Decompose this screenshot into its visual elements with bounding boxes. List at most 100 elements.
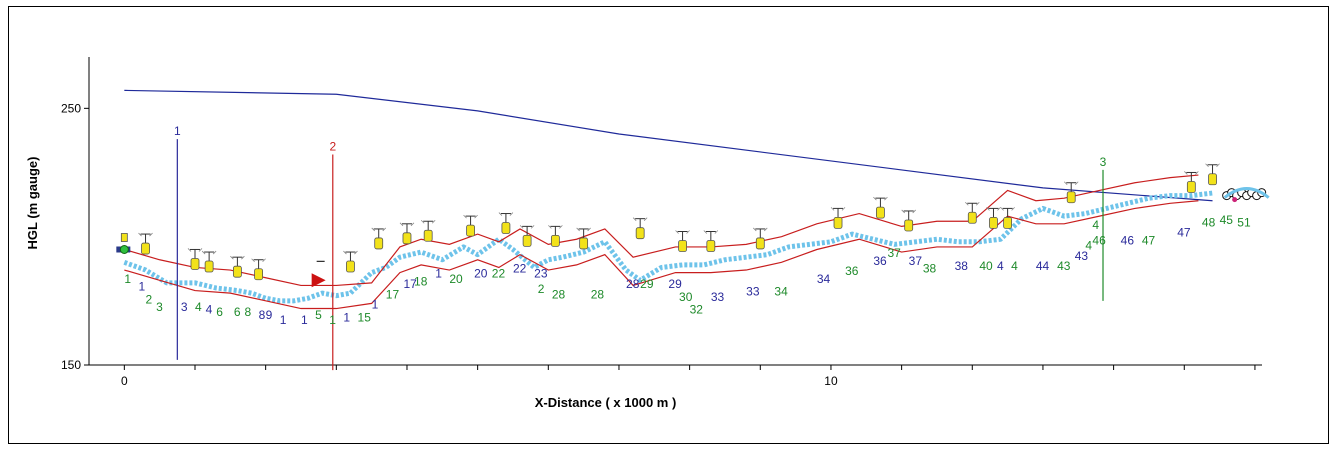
valve-spark-right bbox=[764, 227, 768, 232]
marker-label-2: 2 bbox=[329, 140, 336, 154]
valve-spark-left bbox=[399, 222, 404, 227]
axis-ticks: 0 10 150 250 bbox=[61, 101, 1256, 388]
valve-spark-right bbox=[410, 222, 415, 227]
valve-spark-right bbox=[530, 225, 535, 229]
node-label: 1 bbox=[372, 298, 379, 312]
valve-icon bbox=[371, 227, 386, 250]
node-label: 37 bbox=[887, 246, 901, 260]
valve-spark-right bbox=[212, 250, 217, 255]
valve-spark-right bbox=[431, 219, 436, 224]
node-label: 17 bbox=[403, 277, 417, 291]
node-label: 1 bbox=[124, 272, 131, 286]
valve-icon bbox=[873, 196, 888, 219]
node-label: 22 bbox=[513, 262, 527, 276]
valve-icon bbox=[632, 217, 648, 240]
marker-label-1: 1 bbox=[174, 124, 181, 138]
valve-spark-left bbox=[420, 219, 425, 224]
valve-body bbox=[678, 240, 687, 252]
valve-spark-right bbox=[1074, 181, 1079, 186]
valve-spark-right bbox=[474, 214, 478, 219]
valve-spark-left bbox=[519, 225, 524, 229]
node-label: 4 bbox=[1092, 218, 1099, 232]
valve-spark-left bbox=[251, 258, 255, 263]
node-label: 1 bbox=[343, 310, 350, 324]
node-label: 3 bbox=[156, 300, 163, 314]
valve-spark-right bbox=[841, 207, 846, 211]
valve-icon bbox=[343, 250, 358, 273]
valve-icon bbox=[251, 258, 266, 281]
node-label: 45 bbox=[1220, 213, 1234, 227]
hgl-line bbox=[124, 89, 1213, 202]
node-label: 17 bbox=[386, 287, 400, 301]
valve-body bbox=[1066, 191, 1076, 204]
valve-spark-left bbox=[965, 201, 969, 206]
node-label: 1 bbox=[329, 313, 336, 327]
node-label: 47 bbox=[1177, 226, 1191, 240]
node-label: 2 bbox=[146, 292, 153, 306]
valve-spark-right bbox=[241, 255, 245, 260]
node-label: 29 bbox=[640, 277, 654, 291]
valve-spark-right bbox=[976, 201, 980, 206]
node-label: 29 bbox=[668, 277, 682, 291]
x-axis-label: X-Distance ( x 1000 m ) bbox=[535, 395, 677, 410]
node-label: 1 bbox=[435, 267, 442, 281]
valve-spark-right bbox=[509, 212, 514, 216]
valve-body bbox=[346, 260, 355, 273]
valve-body bbox=[989, 216, 998, 229]
valve-icon bbox=[576, 227, 591, 250]
valve-spark-left bbox=[675, 230, 679, 234]
valve-body bbox=[967, 211, 977, 224]
valve-icon bbox=[965, 201, 980, 224]
node-label: 32 bbox=[690, 303, 704, 317]
valve-icon bbox=[753, 227, 768, 250]
valve-body bbox=[579, 237, 589, 250]
node-label: 34 bbox=[817, 272, 831, 286]
valve-spark-left bbox=[986, 207, 990, 211]
valve-body bbox=[876, 206, 885, 219]
valve-body bbox=[522, 234, 532, 247]
node-label: 4 bbox=[997, 259, 1004, 273]
valve-spark-left bbox=[753, 227, 757, 232]
valve-body bbox=[402, 232, 412, 245]
valve-icon bbox=[420, 219, 436, 242]
x-tick-label: 10 bbox=[824, 374, 838, 388]
valve-body bbox=[755, 237, 765, 250]
valve-icon bbox=[901, 209, 916, 232]
node-label: 43 bbox=[1075, 249, 1089, 263]
valve-icon bbox=[201, 250, 217, 273]
valve-icon bbox=[548, 225, 563, 247]
valve-spark-left bbox=[230, 255, 234, 260]
valve-spark-left bbox=[1063, 181, 1068, 186]
node-label: 18 bbox=[414, 274, 428, 288]
node-label: 20 bbox=[474, 267, 488, 281]
valve-body bbox=[374, 237, 384, 250]
valve-spark-left bbox=[498, 212, 503, 216]
valve-spark-left bbox=[576, 227, 580, 232]
valve-body bbox=[635, 227, 645, 240]
valve-spark-right bbox=[686, 230, 690, 234]
valve-body bbox=[833, 216, 843, 229]
node-label: 1 bbox=[138, 280, 145, 294]
node-label: 33 bbox=[711, 290, 725, 304]
valve-spark-right bbox=[714, 230, 719, 234]
valve-spark-right bbox=[1011, 207, 1015, 211]
terminal-dot-icon bbox=[1232, 197, 1238, 203]
terminal-arc-icon bbox=[1223, 187, 1270, 199]
valve-body bbox=[190, 258, 200, 270]
node-label: 48 bbox=[1202, 215, 1216, 229]
node-label: 8 bbox=[244, 305, 251, 319]
valve-spark-left bbox=[873, 196, 877, 201]
pipeline-line bbox=[123, 190, 1213, 304]
valve-icon bbox=[1063, 181, 1079, 204]
node-label: 1 bbox=[280, 313, 287, 327]
node-label: 51 bbox=[1237, 215, 1251, 229]
marker-label-3: 3 bbox=[1100, 155, 1107, 169]
node-label: 46 bbox=[1121, 233, 1135, 247]
node-label: 28 bbox=[591, 287, 605, 301]
valve-spark-right bbox=[559, 225, 563, 229]
valve-spark-right bbox=[1195, 171, 1199, 175]
series-layer bbox=[123, 89, 1213, 310]
